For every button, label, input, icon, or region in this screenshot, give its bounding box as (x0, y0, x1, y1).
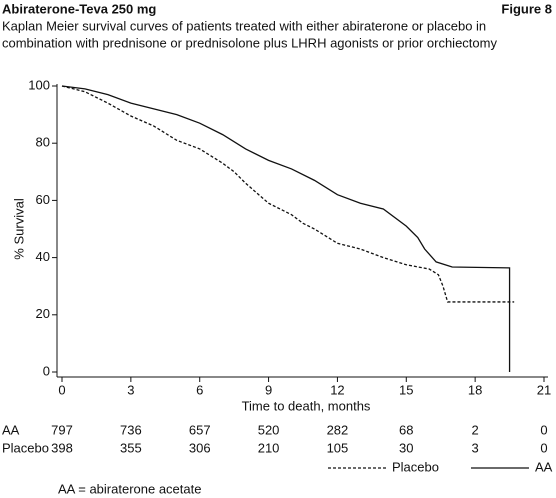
risk-row-label: Placebo (2, 440, 49, 455)
x-tick-label: 6 (196, 382, 203, 397)
x-tick-label: 12 (330, 382, 344, 397)
risk-count: 0 (540, 440, 547, 455)
risk-count: 736 (120, 422, 142, 437)
x-tick-label: 15 (399, 382, 413, 397)
y-tick-label: 0 (43, 363, 50, 378)
risk-count: 3 (472, 440, 479, 455)
y-tick-label: 60 (36, 192, 50, 207)
y-axis-label: % Survival (11, 198, 26, 260)
risk-count: 2 (472, 422, 479, 437)
risk-count: 797 (51, 422, 73, 437)
figure-label: Figure 8 (501, 1, 552, 16)
y-tick-label: 100 (28, 77, 50, 92)
risk-count: 282 (327, 422, 349, 437)
x-axis-label: Time to death, months (242, 398, 371, 413)
risk-count: 355 (120, 440, 142, 455)
x-tick-label: 3 (127, 382, 134, 397)
x-tick-label: 21 (537, 382, 551, 397)
y-tick-label: 80 (36, 135, 50, 150)
legend-label: AA (535, 459, 553, 474)
x-tick-label: 0 (58, 382, 65, 397)
risk-count: 657 (189, 422, 211, 437)
chart-subtitle: combination with prednisone or prednisol… (2, 35, 497, 50)
risk-count: 398 (51, 440, 73, 455)
risk-row-label: AA (2, 422, 20, 437)
chart-title: Abiraterone-Teva 250 mg (2, 1, 156, 16)
risk-count: 30 (399, 440, 413, 455)
survival-curve (61, 85, 515, 303)
risk-count: 68 (399, 422, 413, 437)
y-tick-label: 40 (36, 249, 50, 264)
risk-count: 105 (327, 440, 349, 455)
risk-count: 520 (258, 422, 280, 437)
risk-count: 0 (540, 422, 547, 437)
footnote: AA = abiraterone acetate (58, 481, 201, 496)
risk-count: 306 (189, 440, 211, 455)
risk-count: 210 (258, 440, 280, 455)
y-tick-label: 20 (36, 306, 50, 321)
chart-subtitle: Kaplan Meier survival curves of patients… (2, 18, 486, 33)
legend-label: Placebo (392, 459, 439, 474)
x-tick-label: 18 (468, 382, 482, 397)
survival-curve (61, 85, 511, 372)
x-tick-label: 9 (265, 382, 272, 397)
